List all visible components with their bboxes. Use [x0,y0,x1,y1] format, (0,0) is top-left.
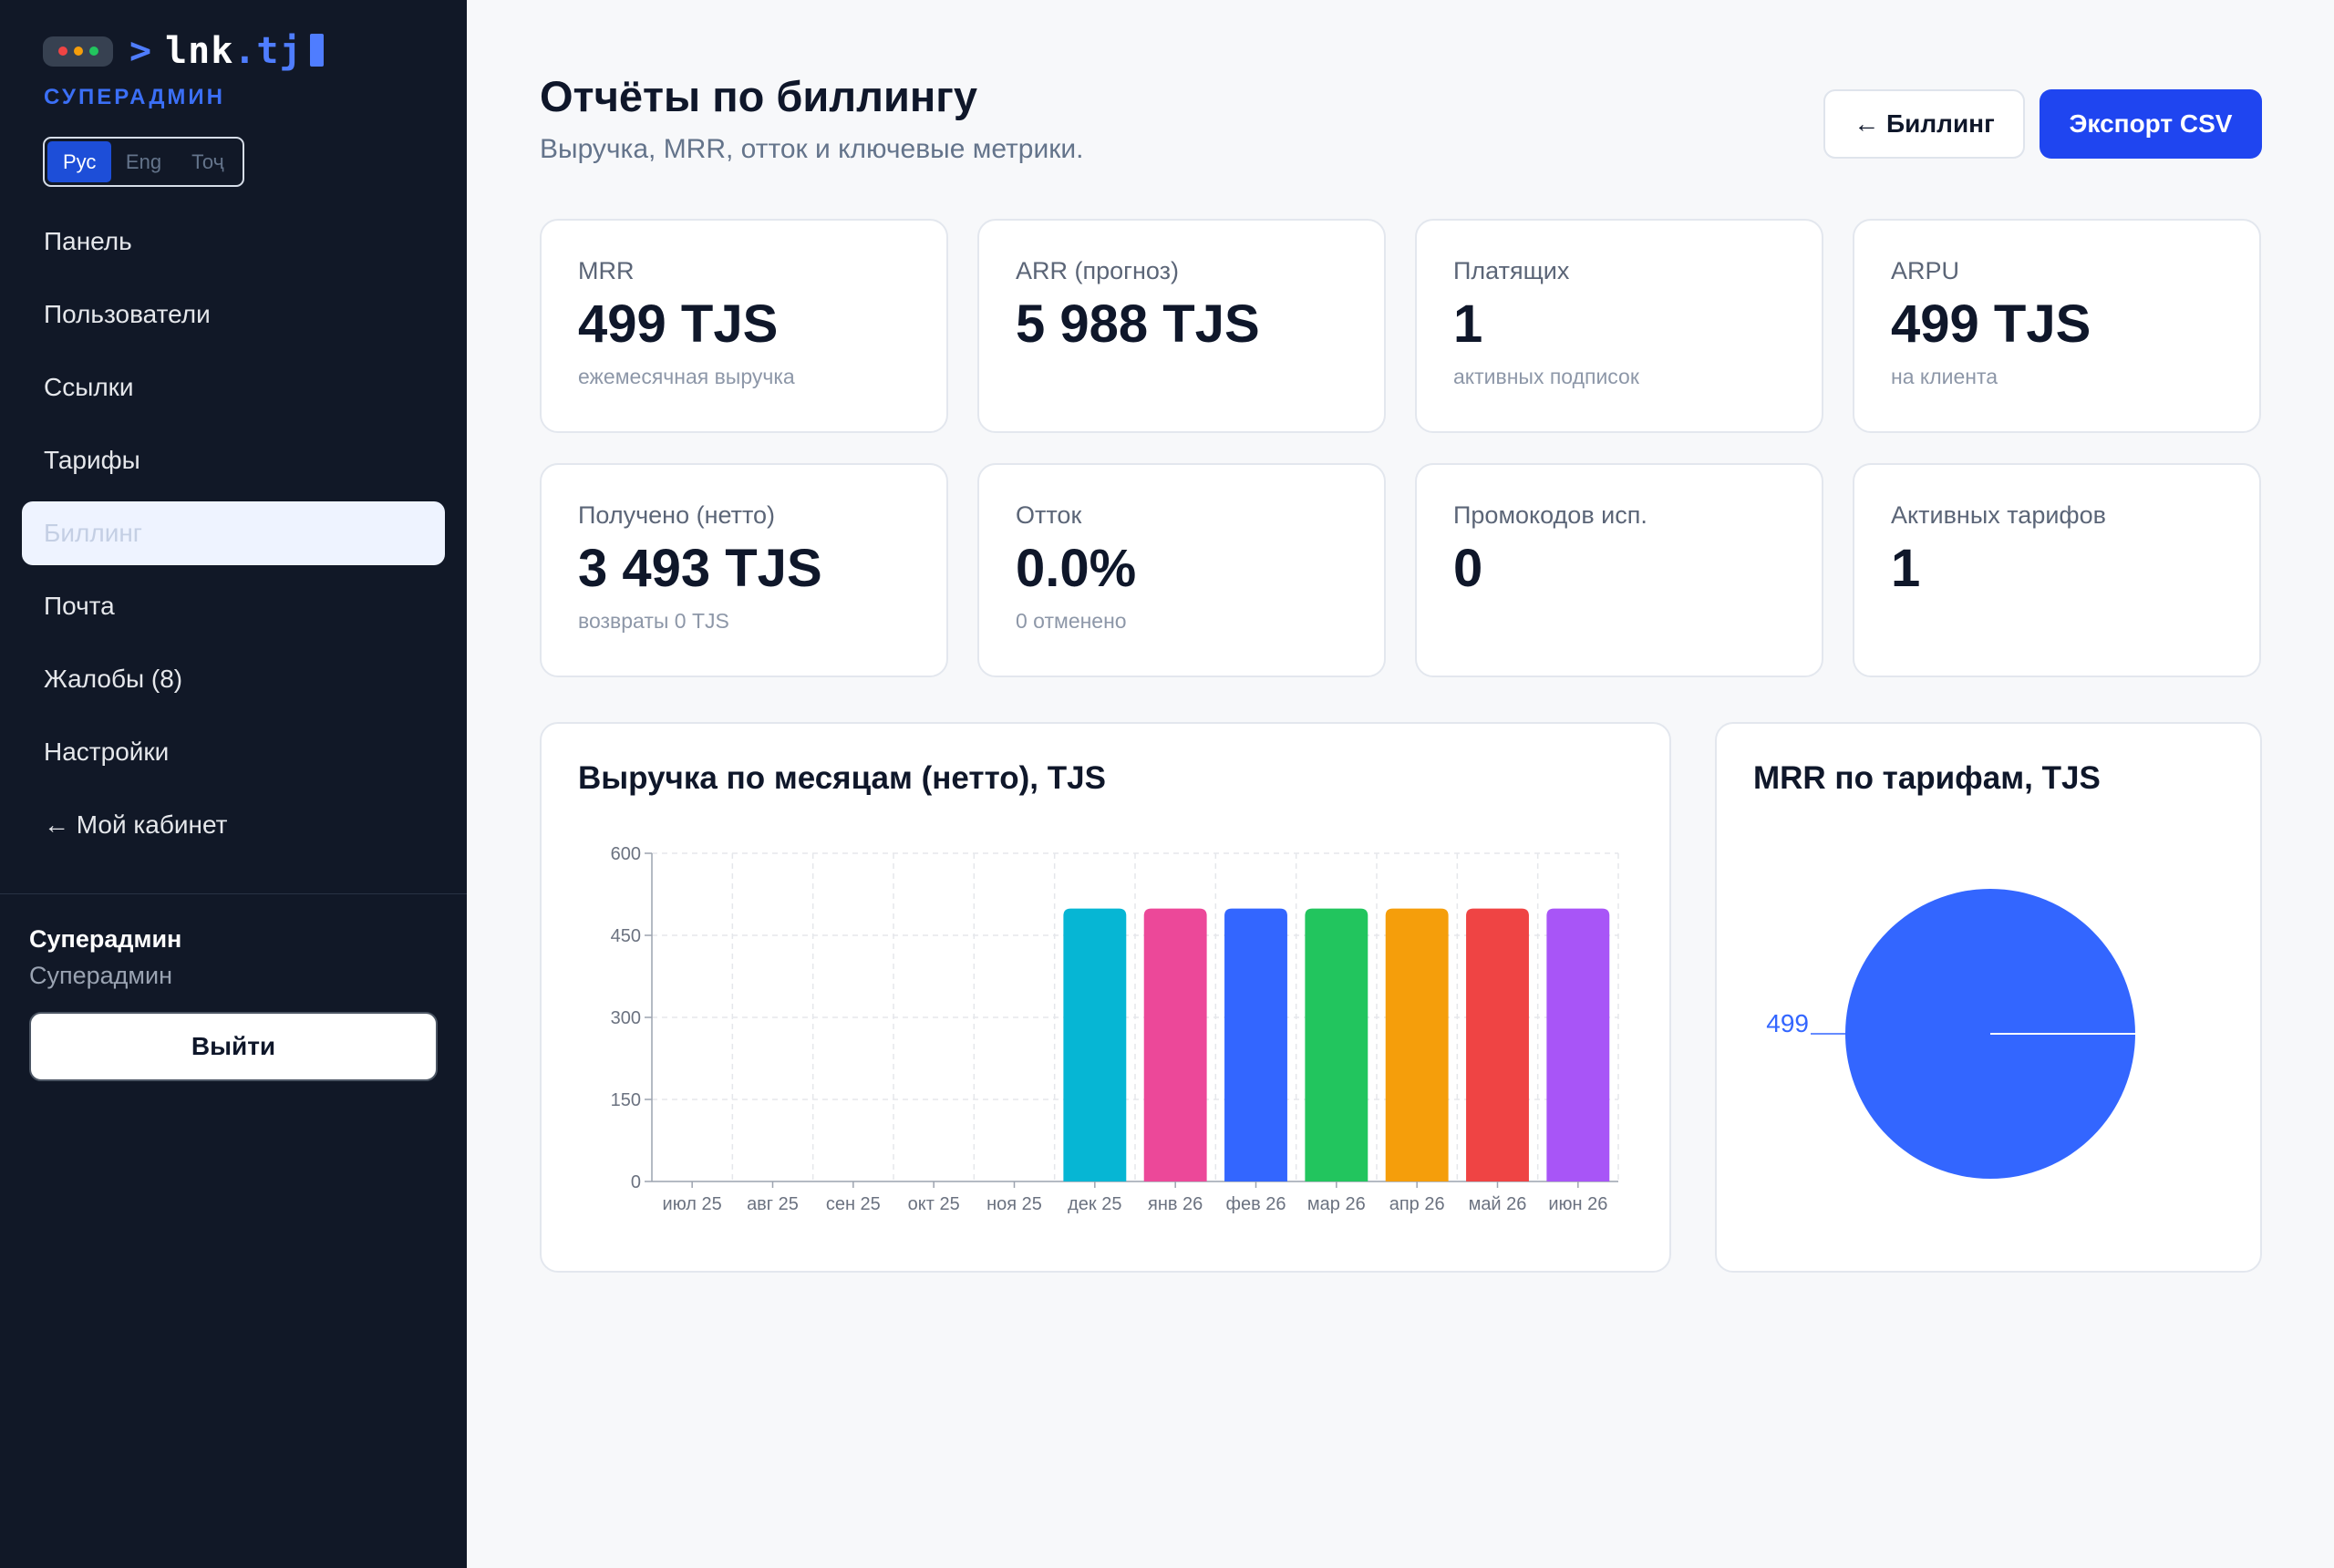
stat-card-mrr: MRR 499 TJS ежемесячная выручка [540,219,948,433]
stat-value: 1 [1891,539,1921,598]
x-tick-label: июн 26 [1548,1194,1607,1214]
back-to-billing-button[interactable]: ← Биллинг [1823,89,2025,159]
sidebar-item-complaints[interactable]: Жалобы (8) [44,665,183,693]
x-tick-label: окт 25 [908,1194,960,1214]
stat-value: 0.0% [1016,539,1137,598]
green-dot-icon [88,46,98,56]
lang-ru-button[interactable]: Рус [47,141,112,182]
yellow-dot-icon [73,46,83,56]
y-tick-label: 300 [611,1008,641,1028]
x-tick-label: фев 26 [1225,1194,1286,1214]
stat-card-net-received: Получено (нетто) 3 493 TJS возвраты 0 TJ… [540,463,948,677]
stat-value: 5 988 TJS [1016,294,1260,354]
mrr-pie-chart: 499 [1766,889,2135,1179]
bar[interactable] [1546,908,1610,1181]
stat-label: ARPU [1891,257,1960,284]
stat-label: Промокодов исп. [1453,501,1647,529]
x-tick-label: июл 25 [663,1194,722,1214]
stat-card-promocodes: Промокодов исп. 0 [1415,463,1823,677]
stat-label: Активных тарифов [1891,501,2106,529]
x-tick-label: май 26 [1469,1194,1527,1214]
language-switcher: Рус Eng Тоҷ [43,137,244,187]
stat-subtext: на клиента [1891,365,1998,388]
red-dot-icon [57,46,67,56]
export-csv-button[interactable]: Экспорт CSV [2040,89,2262,159]
x-tick-label: апр 26 [1389,1194,1445,1214]
stat-value: 3 493 TJS [578,539,822,598]
bar[interactable] [1466,908,1529,1181]
bar[interactable] [1143,908,1207,1181]
sidebar-divider [0,893,467,894]
user-role: Суперадмин [29,962,172,989]
bar[interactable] [1224,908,1287,1181]
sidebar-item-my-cabinet[interactable]: ← Мой кабинет [44,810,228,839]
chart-title: MRR по тарифам, TJS [1753,760,2101,796]
bar[interactable] [1305,908,1368,1181]
logo-tld: .tj [233,30,303,72]
y-tick-label: 150 [611,1090,641,1110]
role-label: СУПЕРАДМИН [44,85,225,109]
chart-title: Выручка по месяцам (нетто), TJS [578,760,1106,796]
stat-card-active-plans: Активных тарифов 1 [1853,463,2261,677]
x-tick-label: мар 26 [1307,1194,1366,1214]
x-tick-label: дек 25 [1068,1194,1121,1214]
logout-button[interactable]: Выйти [29,1012,438,1081]
sidebar-nav: Панель Пользователи Ссылки Тарифы Биллин… [22,210,445,866]
stat-subtext: ежемесячная выручка [578,365,795,388]
stat-card-churn: Отток 0.0% 0 отменено [977,463,1386,677]
user-name: Суперадмин [29,925,182,953]
revenue-chart-card: Выручка по месяцам (нетто), TJS 0 150 300 4… [540,722,1671,1273]
stat-label: Получено (нетто) [578,501,776,529]
sidebar-item-users[interactable]: Пользователи [44,300,211,328]
stat-label: ARR (прогноз) [1016,257,1179,284]
window-dots-icon [43,36,113,67]
sidebar-item-mail[interactable]: Почта [44,592,115,620]
y-tick-label: 600 [611,844,641,864]
logo[interactable]: > lnk.tj [43,27,324,75]
sidebar-item-settings[interactable]: Настройки [44,738,170,766]
x-tick-label: сен 25 [826,1194,881,1214]
y-tick-label: 0 [631,1172,641,1192]
x-tick-label: авг 25 [747,1194,799,1214]
lang-tj-button[interactable]: Тоҷ [191,150,224,173]
stat-value: 1 [1453,294,1483,354]
cursor-icon [309,34,324,67]
sidebar-item-dashboard[interactable]: Панель [44,227,132,255]
stat-subtext: возвраты 0 TJS [578,609,729,633]
stat-label: Отток [1016,501,1082,529]
y-tick-label: 450 [611,926,641,946]
sidebar: > lnk.tj СУПЕРАДМИН Рус Eng Тоҷ Панель По… [0,0,467,1568]
page-subtitle: Выручка, MRR, отток и ключевые метрики. [540,134,1084,164]
revenue-bar-chart: 0 150 300 450 600 июл 25 авг 25 сен 25 окт 25 ноя… [611,844,1619,1214]
stat-label: Платящих [1453,257,1570,284]
stat-value: 0 [1453,539,1483,598]
sidebar-item-plans[interactable]: Тарифы [44,446,140,474]
x-tick-label: янв 26 [1148,1194,1203,1214]
sidebar-item-billing[interactable]: Биллинг [22,501,445,565]
bar[interactable] [1385,908,1449,1181]
stat-card-arr: ARR (прогноз) 5 988 TJS [977,219,1386,433]
stat-subtext: активных подписок [1453,365,1639,388]
page-title: Отчёты по биллингу [540,72,978,120]
stat-card-arpu: ARPU 499 TJS на клиента [1853,219,2261,433]
slice-label: 499 [1766,1009,1809,1037]
logo-prompt: > [129,30,153,72]
logo-text: > lnk.tj [129,30,324,72]
bar[interactable] [1063,908,1127,1181]
mrr-by-plan-card: MRR по тарифам, TJS 499 [1715,722,2262,1273]
logo-name: lnk [165,30,234,72]
stat-value: 499 TJS [1891,294,2091,354]
stat-card-paying: Платящих 1 активных подписок [1415,219,1823,433]
stat-label: MRR [578,257,635,284]
lang-en-button[interactable]: Eng [125,150,162,173]
stat-subtext: 0 отменено [1016,609,1127,633]
sidebar-item-links[interactable]: Ссылки [44,373,134,401]
stat-value: 499 TJS [578,294,779,354]
x-tick-label: ноя 25 [986,1194,1042,1214]
